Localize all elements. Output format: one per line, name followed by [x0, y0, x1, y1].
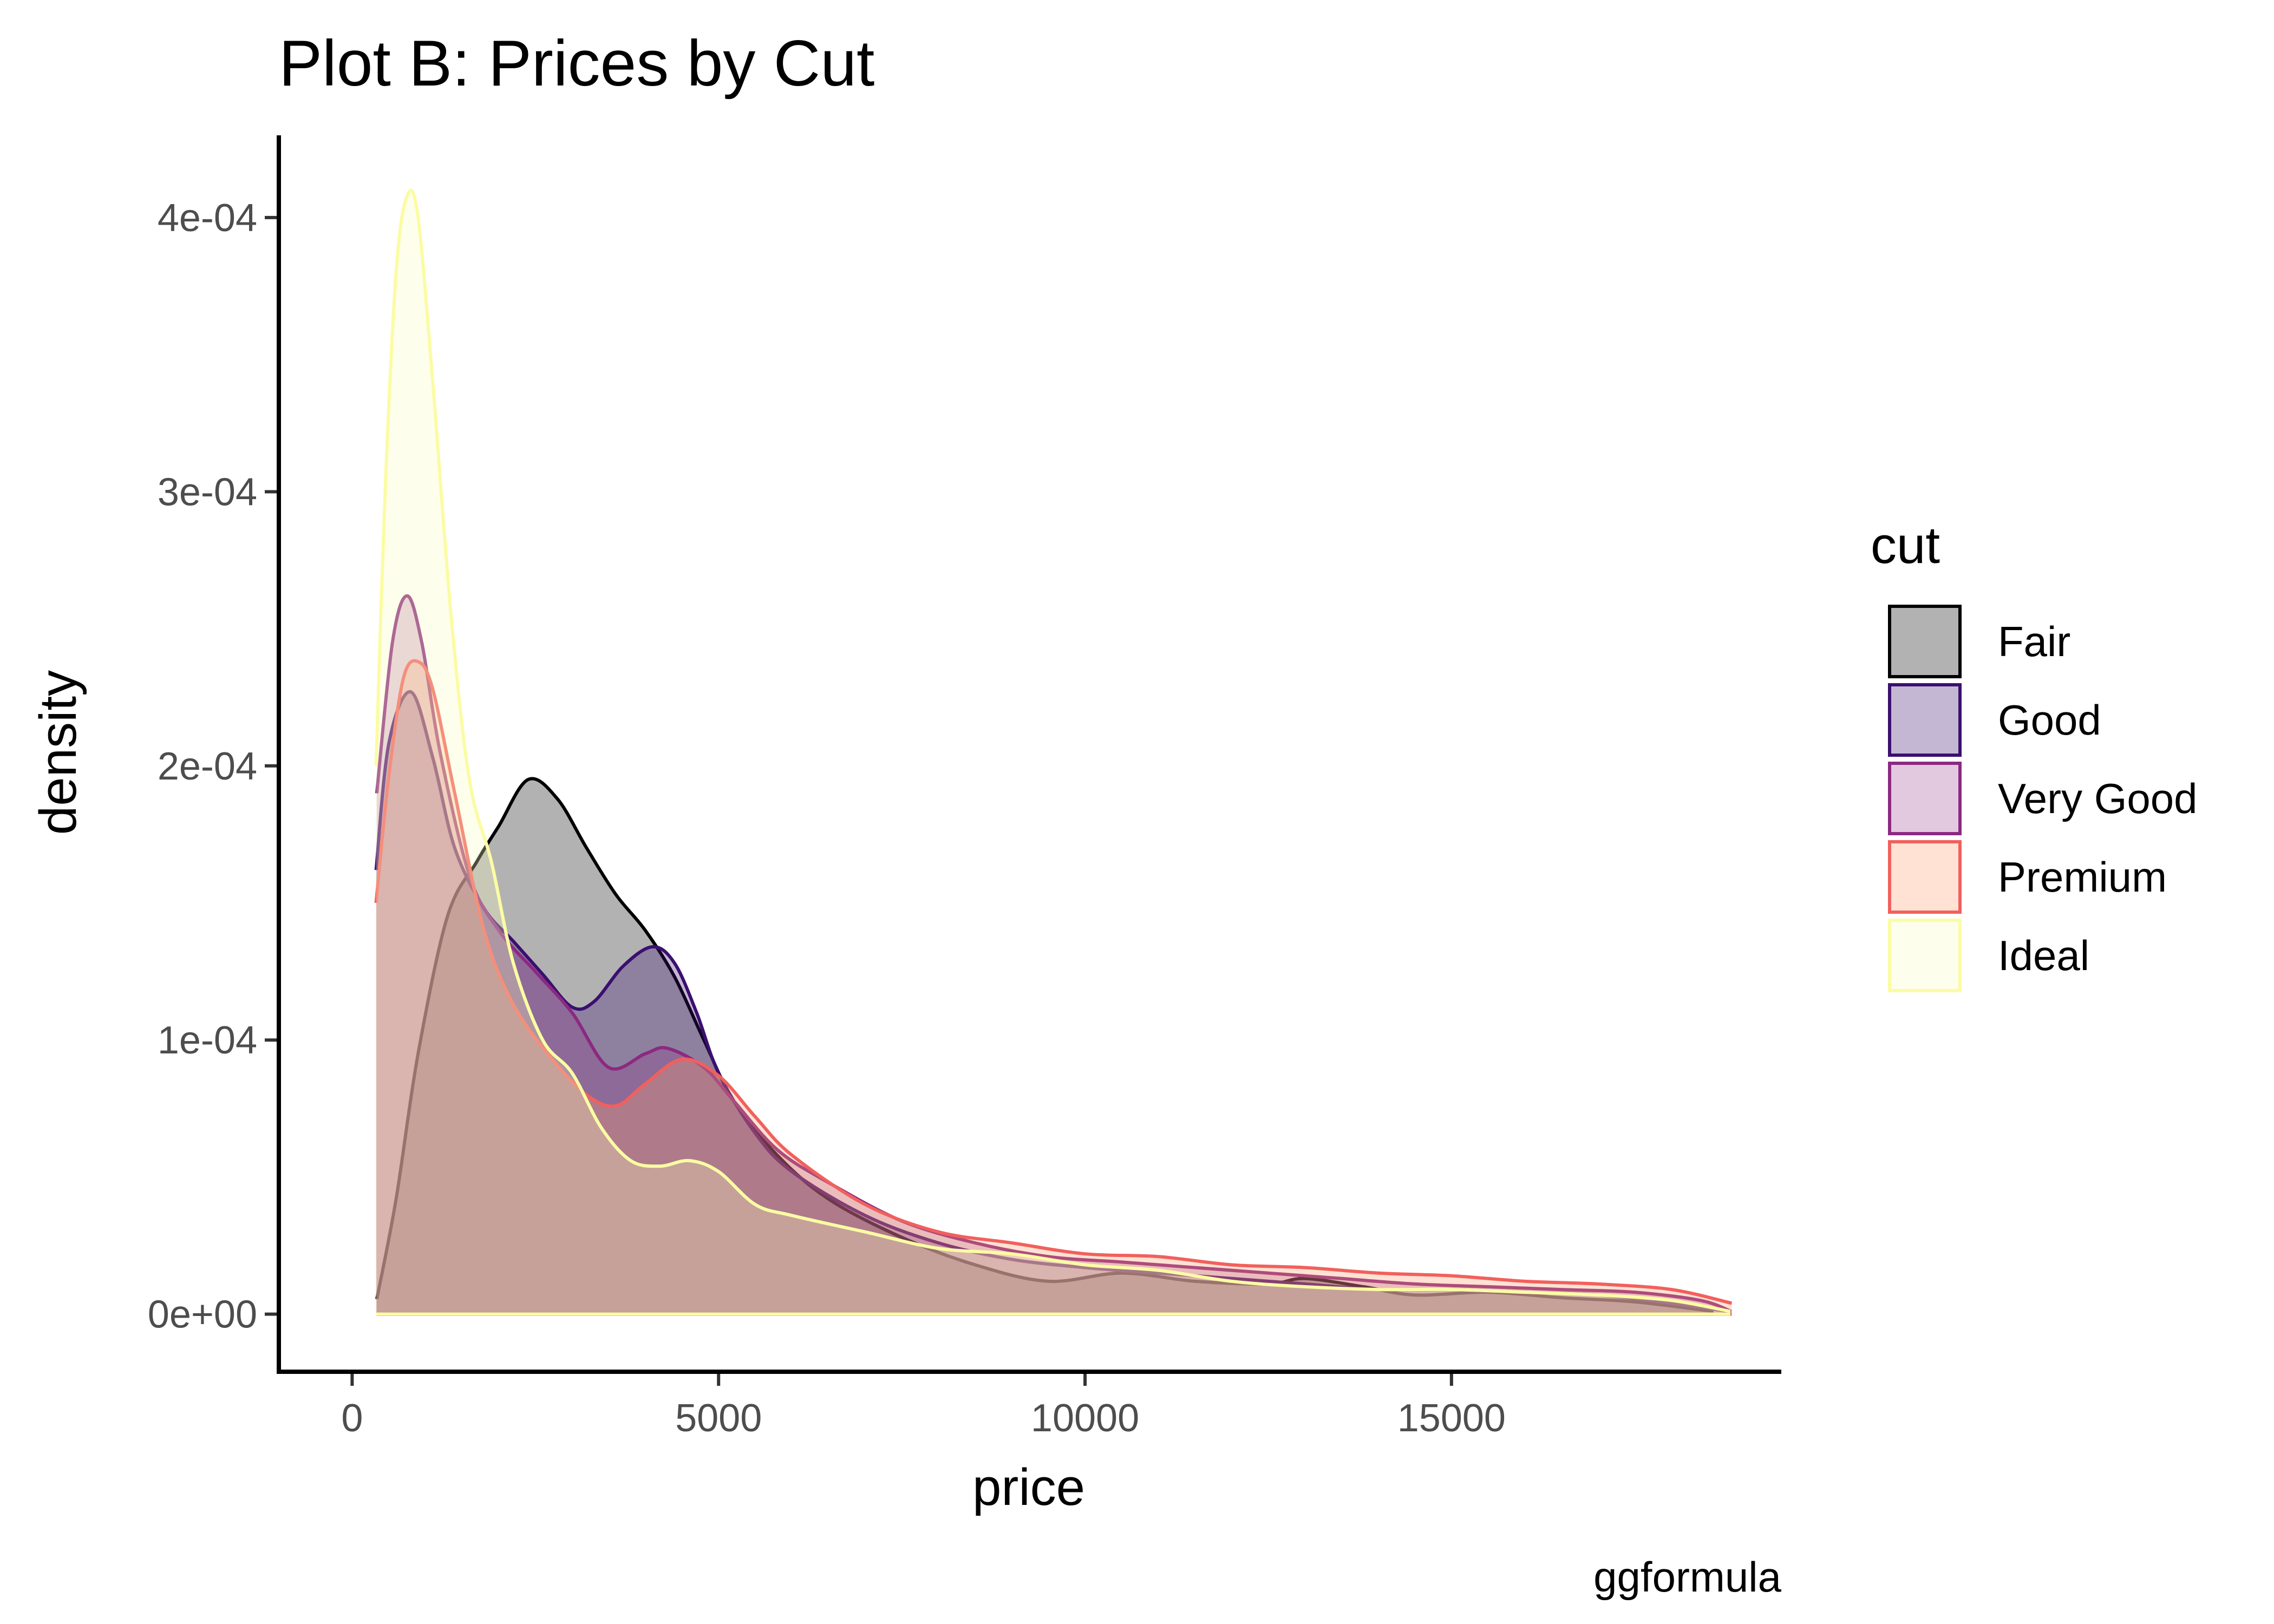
y-tick-label: 3e-04 — [158, 470, 257, 514]
x-axis-ticks: 0 5000 10000 15000 — [341, 1374, 1506, 1440]
y-tick-label: 4e-04 — [158, 197, 257, 240]
density-area-very-good — [376, 595, 1731, 1314]
density-area-fair — [377, 778, 1714, 1314]
legend-items: Fair Good Very Good Premium Ideal — [1888, 605, 2198, 992]
legend-key-fair — [1888, 605, 1962, 678]
density-area-ideal — [376, 190, 1731, 1314]
x-tick-label: 15000 — [1397, 1397, 1506, 1440]
legend-item-fair: Fair — [1888, 605, 2070, 678]
legend-title: cut — [1871, 516, 1940, 574]
legend-item-good: Good — [1888, 683, 2101, 757]
legend-label-fair: Fair — [1998, 618, 2070, 665]
density-area-good — [376, 691, 1729, 1314]
plot-area: 0 5000 10000 15000 0e+00 1e-04 2e-04 3e-04 4e-0… — [148, 135, 1781, 1440]
chart-title: Plot B: Prices by Cut — [279, 27, 874, 100]
legend: cut Fair Good Very Good Premium Ideal — [1871, 516, 2198, 992]
x-tick-label: 10000 — [1031, 1397, 1139, 1440]
y-axis-title: density — [29, 670, 87, 835]
density-line-very-good — [375, 594, 1732, 1313]
y-tick-label: 2e-04 — [158, 745, 257, 788]
legend-key-ideal — [1888, 919, 1962, 992]
legend-label-very-good: Very Good — [1998, 775, 2198, 822]
legend-label-good: Good — [1998, 696, 2101, 744]
legend-item-premium: Premium — [1888, 840, 2167, 914]
density-line-ideal — [374, 188, 1731, 1313]
series-layer — [374, 188, 1733, 1316]
legend-item-ideal: Ideal — [1888, 919, 2089, 992]
y-axis-ticks: 0e+00 1e-04 2e-04 3e-04 4e-04 — [148, 197, 277, 1337]
density-area-premium — [376, 660, 1732, 1314]
y-tick-label: 0e+00 — [148, 1293, 257, 1337]
legend-item-very-good: Very Good — [1888, 762, 2198, 835]
legend-key-good — [1888, 683, 1962, 757]
density-line-premium — [374, 659, 1733, 1305]
legend-key-very-good — [1888, 762, 1962, 835]
legend-label-premium: Premium — [1998, 853, 2167, 901]
x-tick-label: 5000 — [675, 1397, 762, 1440]
y-tick-label: 1e-04 — [158, 1019, 257, 1062]
x-tick-label: 0 — [341, 1397, 363, 1440]
legend-key-premium — [1888, 840, 1962, 914]
chart-caption: ggformula — [1593, 1553, 1781, 1601]
x-axis-title: price — [972, 1458, 1085, 1516]
legend-label-ideal: Ideal — [1998, 932, 2089, 979]
